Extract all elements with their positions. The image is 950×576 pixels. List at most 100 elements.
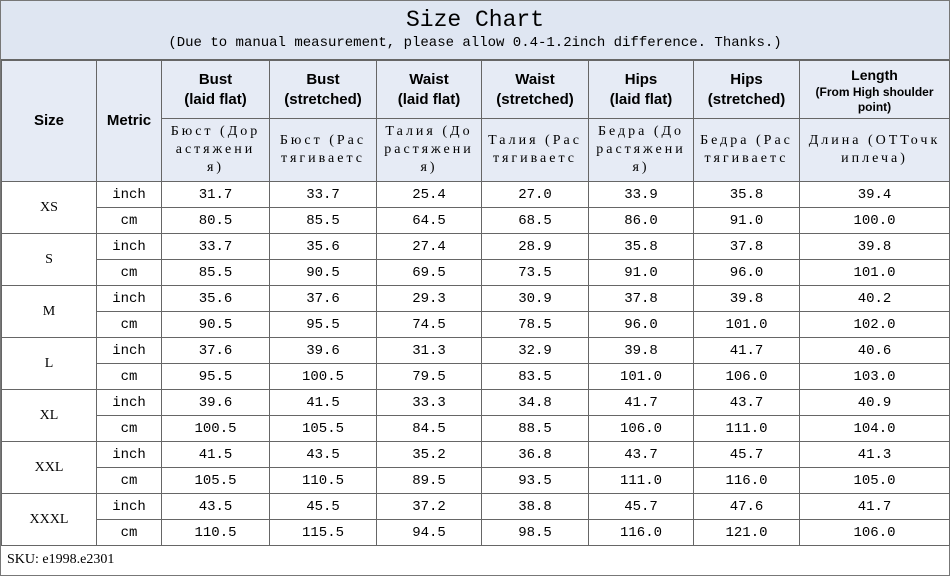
- size-cell: XL: [1, 389, 97, 442]
- value-cell: 41.7: [799, 493, 950, 520]
- value-cell: 35.2: [376, 441, 482, 468]
- value-cell: 106.0: [588, 415, 694, 442]
- header: Size Chart (Due to manual measurement, p…: [1, 1, 949, 60]
- title: Size Chart: [405, 7, 545, 33]
- data-row: cm 85.5 90.5 69.5 73.5 91.0 96.0 101.0: [2, 259, 950, 286]
- value-cell: 86.0: [588, 207, 694, 234]
- value-cell: 27.0: [481, 181, 589, 208]
- unit-cell: inch: [96, 233, 162, 260]
- column-header: Length (From High shoulder point): [799, 60, 950, 119]
- value-cell: 100.0: [799, 207, 950, 234]
- column-title: Length: [851, 66, 898, 83]
- unit-cell: cm: [96, 363, 162, 390]
- size-cell: L: [1, 337, 97, 390]
- value-cell: 39.6: [161, 389, 270, 416]
- value-cell: 38.8: [481, 493, 589, 520]
- value-cell: 43.7: [588, 441, 694, 468]
- value-cell: 85.5: [161, 259, 270, 286]
- subtitle: (Due to manual measurement, please allow…: [168, 35, 782, 51]
- column-header: Bust (laid flat): [161, 60, 270, 119]
- value-cell: 104.0: [799, 415, 950, 442]
- column-russian: Длина (ОТТочкиплеча): [799, 118, 950, 182]
- unit-cell: cm: [96, 259, 162, 286]
- unit-cell: inch: [96, 181, 162, 208]
- value-cell: 37.6: [161, 337, 270, 364]
- column-subtitle: (laid flat): [397, 90, 461, 108]
- value-cell: 106.0: [799, 519, 950, 546]
- value-cell: 96.0: [588, 311, 694, 338]
- value-cell: 35.6: [269, 233, 377, 260]
- value-cell: 39.8: [588, 337, 694, 364]
- value-cell: 29.3: [376, 285, 482, 312]
- value-cell: 32.9: [481, 337, 589, 364]
- column-header: Waist (laid flat): [376, 60, 482, 119]
- size-cell: M: [1, 285, 97, 338]
- data-row: cm 95.5 100.5 79.5 83.5 101.0 106.0 103.0: [2, 363, 950, 390]
- value-cell: 96.0: [693, 259, 800, 286]
- value-cell: 101.0: [588, 363, 694, 390]
- value-cell: 33.9: [588, 181, 694, 208]
- value-cell: 37.8: [588, 285, 694, 312]
- value-cell: 80.5: [161, 207, 270, 234]
- value-cell: 39.8: [693, 285, 800, 312]
- unit-cell: inch: [96, 337, 162, 364]
- column-russian: Бедра (Дорастяжения): [588, 118, 694, 182]
- header-row: Size Metric Bust (laid flat) Bust (stretched)…: [1, 60, 950, 182]
- value-cell: 90.5: [269, 259, 377, 286]
- value-cell: 45.7: [693, 441, 800, 468]
- unit-cell: inch: [96, 493, 162, 520]
- value-cell: 98.5: [481, 519, 589, 546]
- value-cell: 90.5: [161, 311, 270, 338]
- unit-cell: inch: [96, 389, 162, 416]
- unit-cell: cm: [96, 519, 162, 546]
- column-subtitle: (stretched): [707, 90, 786, 108]
- value-cell: 91.0: [693, 207, 800, 234]
- value-cell: 40.6: [799, 337, 950, 364]
- value-cell: 36.8: [481, 441, 589, 468]
- column-header: Bust (stretched): [269, 60, 377, 119]
- column-title: Bust: [306, 70, 340, 88]
- column-subtitle: (laid flat): [184, 90, 247, 108]
- value-cell: 101.0: [799, 259, 950, 286]
- column-title: Waist: [515, 70, 555, 88]
- column-subtitle: (stretched): [284, 90, 362, 108]
- value-cell: 33.7: [269, 181, 377, 208]
- size-table: Size Metric Bust (laid flat) Bust (stretched)…: [1, 60, 950, 546]
- data-row: XL inch 39.6 41.5 33.3 34.8 41.7 43.7 40.9: [1, 389, 950, 442]
- value-cell: 89.5: [376, 467, 482, 494]
- value-cell: 27.4: [376, 233, 482, 260]
- unit-cell: inch: [96, 285, 162, 312]
- column-subtitle: (stretched): [496, 90, 574, 108]
- value-cell: 95.5: [269, 311, 377, 338]
- value-cell: 88.5: [481, 415, 589, 442]
- value-cell: 93.5: [481, 467, 589, 494]
- column-header: Waist (stretched): [481, 60, 589, 119]
- value-cell: 102.0: [799, 311, 950, 338]
- value-cell: 84.5: [376, 415, 482, 442]
- value-cell: 39.6: [269, 337, 377, 364]
- value-cell: 37.2: [376, 493, 482, 520]
- size-cell: XXXL: [1, 493, 97, 546]
- value-cell: 91.0: [588, 259, 694, 286]
- size-cell: XS: [1, 181, 97, 234]
- value-cell: 111.0: [588, 467, 694, 494]
- value-cell: 31.3: [376, 337, 482, 364]
- sku: SKU: e1998.e2301: [7, 552, 115, 567]
- value-cell: 100.5: [269, 363, 377, 390]
- value-cell: 25.4: [376, 181, 482, 208]
- value-cell: 41.5: [161, 441, 270, 468]
- unit-cell: inch: [96, 441, 162, 468]
- value-cell: 121.0: [693, 519, 800, 546]
- data-row: cm 90.5 95.5 74.5 78.5 96.0 101.0 102.0: [2, 311, 950, 338]
- value-cell: 106.0: [693, 363, 800, 390]
- column-title: Hips: [730, 70, 763, 88]
- column-subtitle: (laid flat): [609, 90, 673, 108]
- value-cell: 43.7: [693, 389, 800, 416]
- data-row: XXL inch 41.5 43.5 35.2 36.8 43.7 45.7 41.3: [1, 441, 950, 494]
- data-row: cm 80.5 85.5 64.5 68.5 86.0 91.0 100.0: [2, 207, 950, 234]
- data-row: cm 110.5 115.5 94.5 98.5 116.0 121.0 106.0: [2, 519, 950, 546]
- column-header: Hips (stretched): [693, 60, 800, 119]
